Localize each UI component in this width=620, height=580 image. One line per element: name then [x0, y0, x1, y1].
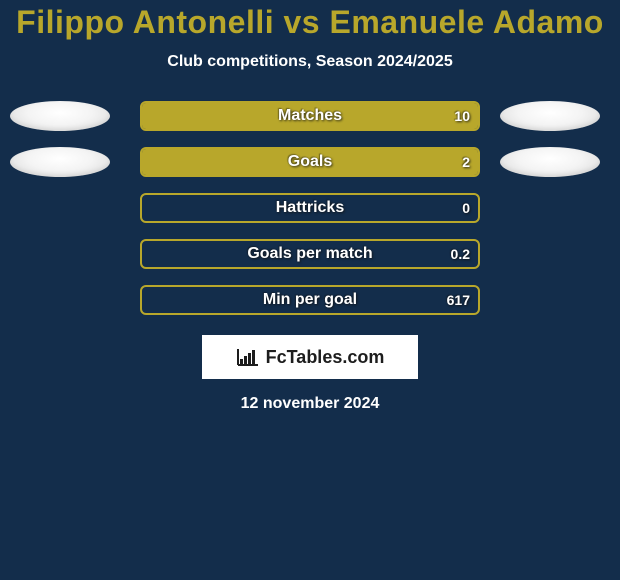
- stat-bar: Min per goal617: [140, 285, 480, 315]
- player-left-pill: [10, 101, 110, 131]
- footer-date: 12 november 2024: [0, 395, 620, 413]
- brand-text: FcTables.com: [266, 347, 385, 368]
- stat-bar-label: Goals per match: [142, 241, 478, 267]
- stat-bar-label: Hattricks: [142, 195, 478, 221]
- stat-row: Hattricks0: [0, 193, 620, 223]
- stat-bar: Matches10: [140, 101, 480, 131]
- stat-rows: Matches10 Goals2 Hattricks0 Goals per match…: [0, 101, 620, 315]
- stat-bar-fill: [142, 149, 478, 175]
- brand-badge: FcTables.com: [202, 335, 418, 379]
- comparison-infographic: Filippo Antonelli vs Emanuele Adamo Club…: [0, 0, 620, 580]
- stat-row: Matches10: [0, 101, 620, 131]
- stat-row: Goals2: [0, 147, 620, 177]
- stat-bar-value: 617: [447, 287, 470, 313]
- stat-bar-fill: [142, 103, 478, 129]
- player-right-pill: [500, 147, 600, 177]
- stat-row: Goals per match0.2: [0, 239, 620, 269]
- stat-row: Min per goal617: [0, 285, 620, 315]
- bar-chart-icon: [236, 347, 260, 367]
- page-title: Filippo Antonelli vs Emanuele Adamo: [0, 4, 620, 41]
- player-left-pill: [10, 147, 110, 177]
- stat-bar-value: 0: [462, 195, 470, 221]
- stat-bar: Goals2: [140, 147, 480, 177]
- stat-bar-value: 0.2: [451, 241, 470, 267]
- page-subtitle: Club competitions, Season 2024/2025: [0, 53, 620, 71]
- stat-bar: Hattricks0: [140, 193, 480, 223]
- player-right-pill: [500, 101, 600, 131]
- stat-bar-label: Min per goal: [142, 287, 478, 313]
- stat-bar: Goals per match0.2: [140, 239, 480, 269]
